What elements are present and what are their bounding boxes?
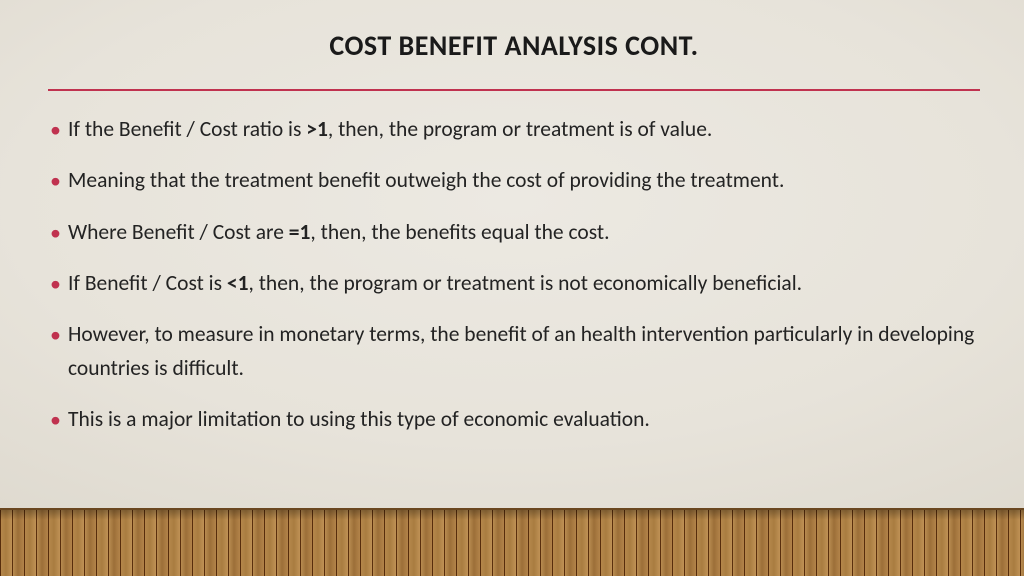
bullet-text-bold: =1	[289, 219, 311, 245]
bullet-text-pre: Meaning that the treatment benefit outwe…	[68, 167, 784, 193]
horizontal-rule	[48, 89, 980, 91]
bullet-text-pre: If the Benefit / Cost ratio is	[68, 116, 306, 142]
wood-floor-decoration	[0, 508, 1024, 576]
list-item: Where Benefit / Cost are =1, then, the b…	[46, 216, 978, 249]
bullet-text-pre: Where Benefit / Cost are	[68, 219, 289, 245]
bullet-list: If the Benefit / Cost ratio is >1, then,…	[44, 113, 984, 436]
slide-title: COST BENEFIT ANALYSIS CONT.	[44, 28, 984, 63]
list-item: If the Benefit / Cost ratio is >1, then,…	[46, 113, 978, 146]
list-item: If Benefit / Cost is <1, then, the progr…	[46, 267, 978, 300]
bullet-text-bold: >1	[306, 116, 328, 142]
bullet-text-post: , then, the benefits equal the cost.	[310, 219, 609, 245]
slide: COST BENEFIT ANALYSIS CONT. If the Benef…	[0, 0, 1024, 576]
bullet-text-post: , then, the program or treatment is not …	[249, 270, 803, 296]
bullet-text-pre: If Benefit / Cost is	[68, 270, 227, 296]
bullet-text-post: , then, the program or treatment is of v…	[328, 116, 712, 142]
list-item: However, to measure in monetary terms, t…	[46, 318, 978, 385]
list-item: Meaning that the treatment benefit outwe…	[46, 164, 978, 197]
slide-content: COST BENEFIT ANALYSIS CONT. If the Benef…	[0, 0, 1024, 454]
bullet-text-pre: However, to measure in monetary terms, t…	[68, 321, 974, 380]
bullet-text-pre: This is a major limitation to using this…	[68, 406, 650, 432]
bullet-text-bold: <1	[227, 270, 249, 296]
list-item: This is a major limitation to using this…	[46, 403, 978, 436]
